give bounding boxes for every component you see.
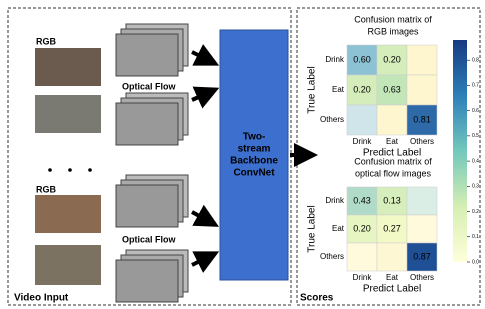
colorbar-tick-label: 0.7 [472, 83, 479, 89]
matrix-cell [347, 105, 377, 135]
backbone-text: Backbone [230, 156, 278, 167]
cell-value: 0.43 [353, 195, 371, 205]
cell-value: 0.20 [383, 54, 401, 64]
colorbar-tick-label: 0.4 [472, 158, 479, 164]
colorbar-tick-label: 0.6 [472, 108, 479, 114]
matrix-title: RGB images [367, 26, 419, 36]
col-label: Eat [386, 137, 399, 146]
cell-value: 0.63 [383, 84, 401, 94]
cell-value: 0.13 [383, 195, 401, 205]
y-axis-label: True Label [307, 205, 318, 252]
flow-label: Optical Flow [122, 234, 177, 244]
col-label: Drink [353, 273, 373, 282]
matrix-cell [407, 45, 437, 75]
row-label: Drink [325, 196, 345, 205]
scores-label: Scores [300, 293, 334, 304]
colorbar-tick-label: 0.8 [472, 58, 479, 64]
backbone-text: Two- [243, 132, 266, 143]
backbone-text: ConvNet [233, 168, 275, 179]
backbone-text: stream [238, 144, 271, 155]
col-label: Others [410, 137, 434, 146]
row-label: Eat [332, 224, 345, 233]
rgb-label: RGB [36, 184, 57, 194]
cell-value: 0.87 [413, 251, 431, 261]
colorbar [453, 40, 467, 262]
rgb-label: RGB [36, 36, 57, 46]
matrix-cell [407, 75, 437, 105]
colorbar-tick-label: 0.0 [472, 259, 479, 265]
cell-value: 0.27 [383, 223, 401, 233]
col-label: Others [410, 273, 434, 282]
matrix-cell [377, 243, 407, 271]
matrix-cell [347, 243, 377, 271]
matrix-title: Confusion matrix of [354, 156, 432, 166]
cell-value: 0.20 [353, 84, 371, 94]
colorbar-tick-label: 0.1 [472, 234, 479, 240]
cell-value: 0.81 [413, 114, 431, 124]
matrix-title: Confusion matrix of [354, 14, 432, 24]
colorbar-tick-label: 0.5 [472, 133, 479, 139]
col-label: Drink [353, 137, 373, 146]
figure: RGB RGB Optical Flow Optical Flow Video … [0, 0, 485, 309]
colorbar-tick-label: 0.3 [472, 184, 479, 190]
cell-value: 0.60 [353, 54, 371, 64]
frames [35, 24, 188, 302]
col-label: Eat [386, 273, 399, 282]
row-label: Others [320, 115, 344, 124]
input-label: Video Input [14, 293, 69, 304]
y-axis-label: True Label [307, 66, 318, 113]
matrix-cell [407, 187, 437, 215]
cell-value: 0.20 [353, 223, 371, 233]
matrix-cell [407, 215, 437, 243]
flow-label: Optical Flow [122, 81, 177, 91]
matrix-cell [377, 105, 407, 135]
colorbar-tick-label: 0.2 [472, 209, 479, 215]
matrix-title: optical flow images [355, 168, 432, 178]
row-label: Drink [325, 55, 345, 64]
x-axis-label: Predict Label [363, 284, 421, 295]
row-label: Eat [332, 85, 345, 94]
row-label: Others [320, 252, 344, 261]
